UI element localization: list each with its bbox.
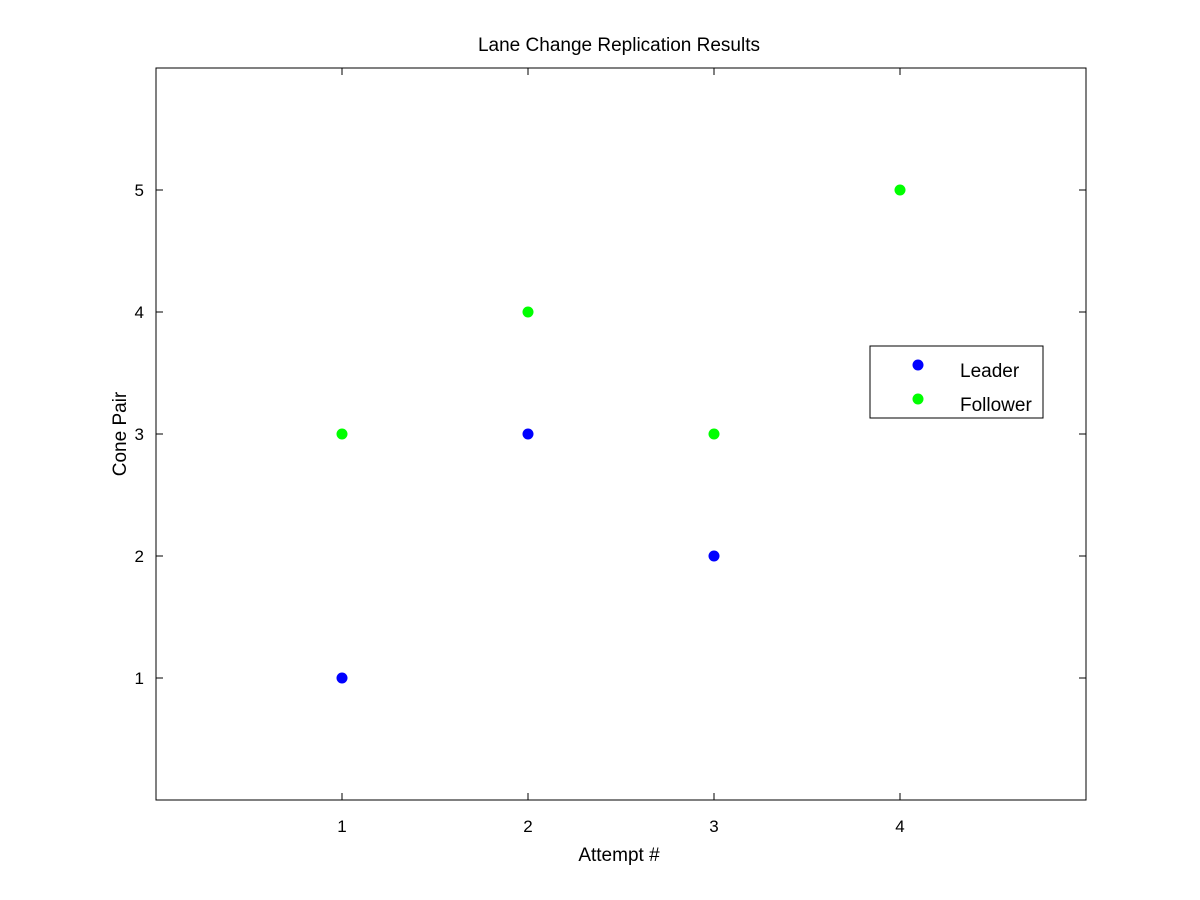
- data-point-follower: [522, 306, 534, 318]
- data-point-leader: [708, 550, 720, 562]
- x-tick-label: 3: [709, 817, 718, 836]
- legend: Leader Follower: [869, 345, 1044, 419]
- legend-label-leader: Leader: [960, 361, 1020, 382]
- data-point-follower: [708, 428, 720, 440]
- legend-marker-leader: [912, 359, 924, 371]
- legend-label-follower: Follower: [960, 395, 1032, 416]
- axis-ticks: 1 2 3 4 1 2 3 4 5: [135, 68, 1086, 836]
- data-point-leader: [336, 672, 348, 684]
- y-tick-label: 4: [135, 303, 144, 322]
- legend-box: [869, 345, 1044, 419]
- x-tick-label: 2: [523, 817, 532, 836]
- data-point-follower: [336, 428, 348, 440]
- chart-title: Lane Change Replication Results: [478, 35, 760, 56]
- x-tick-label: 1: [337, 817, 346, 836]
- y-axis-label: Cone Pair: [110, 391, 131, 476]
- y-tick-label: 1: [135, 669, 144, 688]
- data-point-follower: [894, 184, 906, 196]
- y-tick-label: 3: [135, 425, 144, 444]
- y-tick-label: 5: [135, 181, 144, 200]
- x-tick-label: 4: [895, 817, 904, 836]
- x-axis-label: Attempt #: [578, 845, 660, 866]
- y-tick-label: 2: [135, 547, 144, 566]
- data-points: [336, 184, 906, 684]
- data-point-leader: [522, 428, 534, 440]
- plot-area: 1 2 3 4 1 2 3 4 5: [135, 67, 1087, 836]
- legend-marker-follower: [912, 393, 924, 405]
